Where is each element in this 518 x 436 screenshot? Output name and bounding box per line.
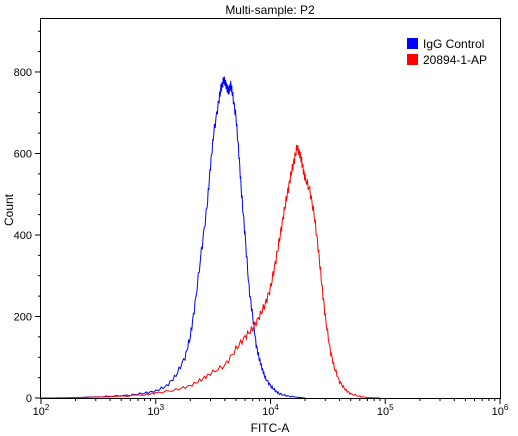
y-tick-label: 0 xyxy=(26,393,32,405)
x-tick-label: 105 xyxy=(377,403,394,418)
x-axis-title: FITC-A xyxy=(251,421,290,435)
legend-swatch-20894-1-ap xyxy=(407,54,418,65)
legend-label-igg-control: IgG Control xyxy=(423,37,484,51)
legend-label-20894-1-ap: 20894-1-AP xyxy=(423,53,487,67)
y-tick-label: 200 xyxy=(14,311,32,323)
x-tick-label: 106 xyxy=(492,403,509,418)
x-tick-label: 103 xyxy=(147,403,164,418)
x-tick-label: 104 xyxy=(262,403,279,418)
chart-title: Multi-sample: P2 xyxy=(225,3,315,17)
y-tick-label: 800 xyxy=(14,67,32,79)
series-line-igg-control xyxy=(41,76,306,399)
y-axis-title: Count xyxy=(2,193,16,226)
x-tick-label: 102 xyxy=(33,403,50,418)
y-tick-label: 400 xyxy=(14,230,32,242)
plot-frame xyxy=(40,18,501,399)
series-line-20894-1-ap xyxy=(40,144,381,399)
x-axis: 102 103 104 105 106 xyxy=(33,398,509,418)
y-axis: 0 200 400 600 800 xyxy=(14,30,41,405)
legend: IgG Control 20894-1-AP xyxy=(407,37,487,67)
y-tick-label: 600 xyxy=(14,148,32,160)
series-layer xyxy=(40,76,381,399)
legend-swatch-igg-control xyxy=(407,38,418,49)
